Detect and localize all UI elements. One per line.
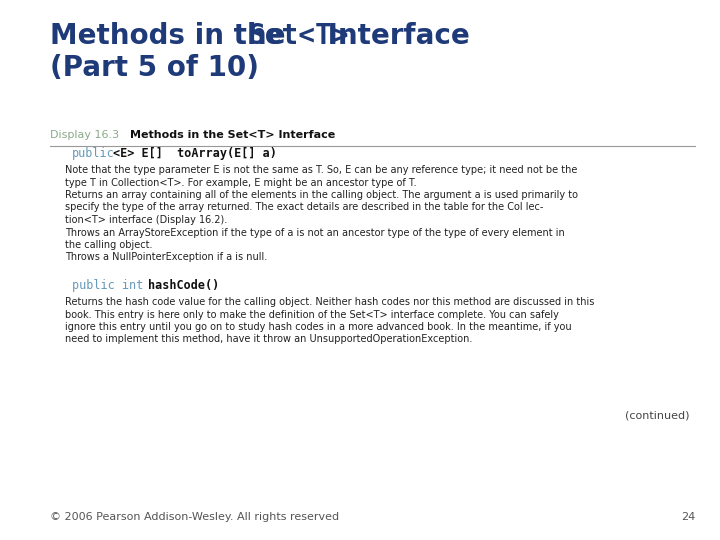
Text: public int: public int <box>72 279 143 292</box>
Text: type T in Collection<T>. For example, E might be an ancestor type of T.: type T in Collection<T>. For example, E … <box>65 178 417 187</box>
Text: Throws a NullPointerException if a is null.: Throws a NullPointerException if a is nu… <box>65 253 267 262</box>
Text: Set<T>: Set<T> <box>248 22 348 50</box>
Text: book. This entry is here only to make the definition of the Set<T> interface com: book. This entry is here only to make th… <box>65 309 559 320</box>
Text: Returns the hash code value for the calling object. Neither hash codes nor this : Returns the hash code value for the call… <box>65 297 595 307</box>
Text: specify the type of the array returned. The exact details are described in the t: specify the type of the array returned. … <box>65 202 544 213</box>
Text: © 2006 Pearson Addison-Wesley. All rights reserved: © 2006 Pearson Addison-Wesley. All right… <box>50 512 339 522</box>
Text: ignore this entry until you go on to study hash codes in a more advanced book. I: ignore this entry until you go on to stu… <box>65 322 572 332</box>
Text: Note that the type parameter E is not the same as T. So, E can be any reference : Note that the type parameter E is not th… <box>65 165 577 175</box>
Text: public: public <box>72 147 114 160</box>
Text: tion<T> interface (Display 16.2).: tion<T> interface (Display 16.2). <box>65 215 228 225</box>
Text: need to implement this method, have it throw an UnsupportedOperationException.: need to implement this method, have it t… <box>65 334 472 345</box>
Text: 24: 24 <box>680 512 695 522</box>
Text: <E> E[]  toArray(E[] a): <E> E[] toArray(E[] a) <box>113 147 277 160</box>
Text: hashCode(): hashCode() <box>148 279 220 292</box>
Text: Methods in the: Methods in the <box>50 22 295 50</box>
Text: (continued): (continued) <box>626 410 690 420</box>
Text: Throws an ArrayStoreException if the type of a is not an ancestor type of the ty: Throws an ArrayStoreException if the typ… <box>65 227 564 238</box>
Text: Returns an array containing all of the elements in the calling object. The argum: Returns an array containing all of the e… <box>65 190 578 200</box>
Text: (Part 5 of 10): (Part 5 of 10) <box>50 54 259 82</box>
Text: Display 16.3: Display 16.3 <box>50 130 119 140</box>
Text: the calling object.: the calling object. <box>65 240 153 250</box>
Text: Interface: Interface <box>318 22 469 50</box>
Text: Methods in the Set<T> Interface: Methods in the Set<T> Interface <box>130 130 336 140</box>
